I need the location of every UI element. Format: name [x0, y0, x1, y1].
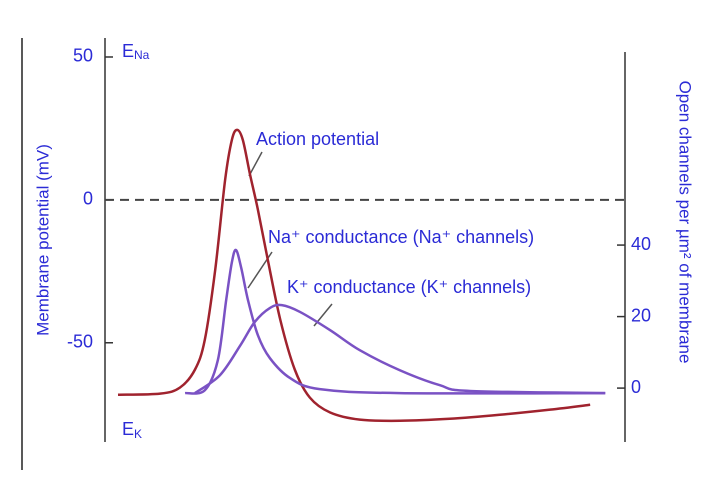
e-k-label: EK [122, 419, 142, 441]
e-na-sub: Na [134, 48, 150, 62]
y2-tick-label: 0 [631, 377, 641, 397]
leader-line [248, 151, 263, 177]
y-axis-label: Membrane potential (mV) [33, 144, 52, 336]
series-line [117, 128, 591, 423]
e-k-main: E [122, 419, 134, 439]
y2-axis-label: Open channels per µm² of membrane [676, 81, 695, 364]
annotation: Na⁺ conductance (Na⁺ channels) [268, 227, 534, 247]
y2-tick-label: 20 [631, 305, 651, 325]
e-k-sub: K [134, 427, 142, 441]
series-line [194, 303, 606, 395]
y2-tick-label: 40 [631, 234, 651, 254]
annotation: K⁺ conductance (K⁺ channels) [287, 277, 531, 297]
e-na-main: E [122, 41, 134, 61]
series-line [184, 248, 606, 395]
annotation: Action potential [256, 129, 379, 149]
y-tick-label: -50 [67, 332, 93, 352]
y-tick-label: 0 [83, 189, 93, 209]
e-na-label: ENa [122, 41, 150, 62]
y-tick-label: 50 [73, 46, 93, 66]
